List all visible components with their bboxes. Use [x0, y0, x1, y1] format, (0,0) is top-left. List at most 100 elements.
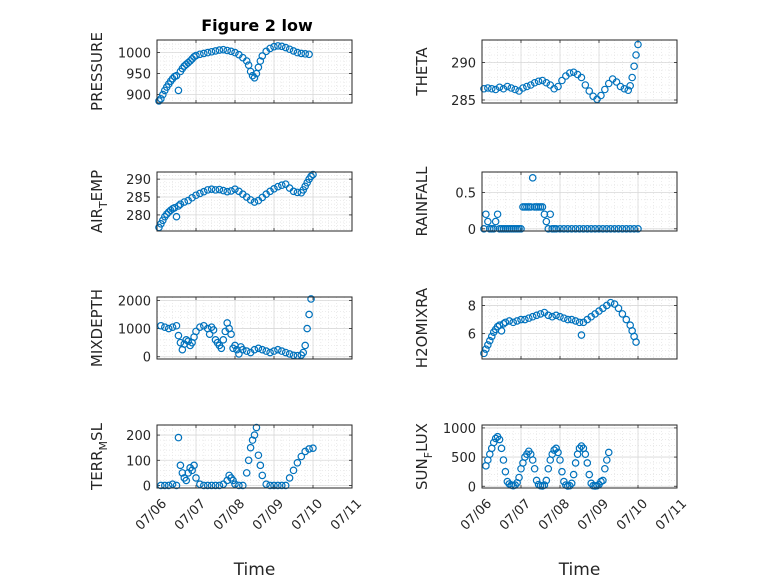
rainfall-data-point	[552, 225, 560, 233]
terr_msl-ytick-label: 0	[143, 479, 151, 494]
air_temp-data-point	[211, 186, 220, 194]
theta-data-point	[597, 91, 605, 100]
rainfall-data-point	[595, 225, 603, 233]
h2omixra-data-point	[484, 341, 492, 349]
theta-series	[480, 40, 642, 104]
sun_flux-data-point	[556, 456, 564, 464]
mixdepth-data-point	[172, 321, 181, 330]
theta-ytick-label: 290	[451, 57, 476, 72]
terr_msl-data-point	[164, 481, 173, 490]
rainfall-data-point	[517, 225, 525, 233]
sun_flux-data-point	[489, 438, 498, 447]
air_temp-data-point	[192, 191, 200, 200]
h2omixra-data-point	[567, 315, 576, 324]
rainfall-data-point	[606, 225, 615, 233]
theta-data-point	[526, 81, 535, 89]
mixdepth-data-point	[266, 348, 274, 357]
theta-axes-box	[481, 39, 678, 104]
rainfall-data-point	[482, 210, 490, 219]
terr_msl-data-point	[305, 445, 313, 453]
mixdepth-data-point	[270, 347, 278, 355]
mixdepth-data-point	[258, 345, 267, 354]
pressure-ytick-label: 1000	[118, 47, 151, 62]
terr_msl-data-point	[188, 466, 196, 475]
rainfall-data-point	[575, 225, 584, 233]
theta-data-point	[491, 85, 500, 94]
air_temp-data-point	[227, 187, 235, 195]
air_temp-data-point	[250, 198, 259, 206]
terr_msl-ylabel-sub: M	[97, 441, 110, 451]
rainfall-data-point	[610, 225, 619, 233]
mixdepth-data-point	[239, 345, 247, 354]
pressure-data-point	[250, 74, 259, 82]
pressure-data-point	[196, 50, 204, 59]
pressure-data-point	[172, 71, 181, 80]
pressure-data-point	[207, 47, 216, 56]
mixdepth-axes-box	[156, 296, 353, 360]
terr_msl-data-point	[174, 433, 183, 442]
pressure-data-point	[301, 50, 310, 58]
rainfall-data-point	[579, 225, 588, 233]
pressure-series	[155, 42, 313, 105]
mixdepth-data-point	[174, 331, 183, 340]
h2omixra-data-point	[501, 318, 510, 327]
theta-data-point	[523, 82, 531, 91]
pressure-data-point	[270, 42, 278, 51]
rainfall-series	[480, 174, 642, 233]
mixdepth-data-point	[168, 323, 177, 331]
subplot-air_temp: 280 285 290 AIRTEMP	[88, 170, 353, 233]
sun_flux-data-point	[577, 442, 586, 450]
sun_flux-ylabel-tail: LUX	[413, 423, 431, 452]
rainfall-data-point	[484, 217, 492, 226]
terr_msl-data-point	[207, 481, 216, 490]
sun_flux-data-point	[495, 435, 504, 444]
theta-data-point	[620, 84, 629, 93]
pressure-data-point	[223, 46, 232, 55]
rainfall-data-point	[560, 225, 568, 233]
sun_flux-data-point	[569, 470, 578, 479]
air_temp-data-point	[307, 172, 315, 181]
air_temp-data-point	[176, 200, 185, 208]
mixdepth-series	[157, 295, 315, 360]
sun_flux-ylabel-sub: F	[422, 452, 435, 458]
terr_msl-data-point	[281, 481, 290, 490]
pressure-data-point	[293, 48, 302, 57]
sun_flux-data-point	[602, 456, 611, 464]
rainfall-data-point	[538, 203, 547, 211]
sun_flux-data-point	[499, 456, 508, 464]
air_temp-data-point	[309, 170, 317, 179]
air_temp-plot-area	[157, 172, 352, 231]
terr_msl-data-point	[285, 474, 294, 482]
terr_msl-data-point	[196, 480, 204, 489]
sun_flux-series	[482, 432, 613, 490]
pressure-axes-box	[156, 39, 353, 104]
sun_flux-data-point	[515, 473, 523, 482]
mixdepth-data-point	[254, 344, 263, 353]
h2omixra-series	[480, 298, 640, 358]
subplot-rainfall: 0 0.5 RAINFALL	[413, 166, 678, 238]
terr_msl-data-point	[182, 476, 191, 485]
sun_flux-ytick-label: 1000	[443, 422, 476, 437]
terr_msl-data-point	[244, 456, 253, 465]
mixdepth-data-point	[205, 330, 214, 339]
terr_msl-axes-box	[156, 424, 353, 489]
terr_msl-data-point	[277, 481, 286, 490]
mixdepth-data-point	[227, 330, 235, 339]
pressure-data-point	[219, 45, 228, 54]
air_temp-data-point	[170, 203, 179, 212]
pressure-data-point	[184, 58, 193, 67]
sun_flux-data-point	[599, 476, 607, 485]
pressure-data-point	[289, 47, 298, 55]
sun_flux-data-point	[544, 464, 553, 473]
rainfall-data-point	[634, 225, 642, 233]
h2omixra-ylabel: H2OMIXRA	[413, 287, 431, 368]
figure-title: Figure 2 low	[201, 16, 313, 35]
h2omixra-data-point	[524, 314, 533, 322]
mixdepth-data-point	[307, 295, 315, 303]
rainfall-data-point	[614, 225, 623, 233]
mixdepth-data-point	[217, 344, 226, 353]
sun_flux-xlabel: Time	[558, 560, 601, 580]
theta-data-point	[626, 81, 635, 90]
theta-data-point	[511, 85, 519, 94]
h2omixra-data-point	[513, 317, 521, 325]
